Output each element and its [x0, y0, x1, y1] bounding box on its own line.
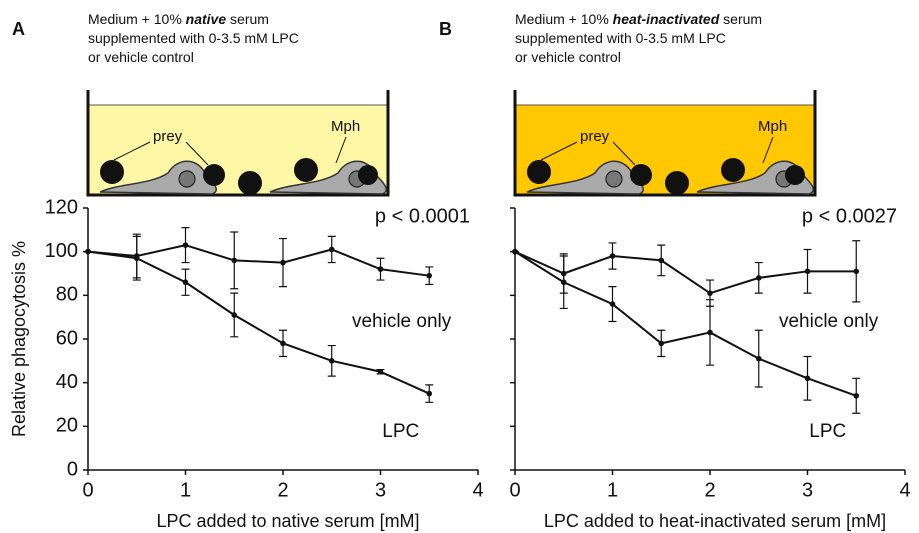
data-point	[707, 329, 713, 336]
data-point	[609, 253, 616, 259]
x-tick-label: 1	[607, 479, 618, 501]
nucleus	[178, 170, 196, 188]
x-tick-label: 1	[180, 479, 191, 501]
data-point	[328, 246, 335, 253]
x-tick-label: 2	[277, 479, 288, 501]
data-point	[512, 248, 518, 255]
y-tick-label: 0	[67, 458, 78, 480]
x-tick-label: 3	[802, 479, 813, 501]
description: or vehicle control	[88, 49, 194, 65]
description: supplemented with 0-3.5 mM LPC	[515, 30, 726, 46]
data-point	[280, 340, 286, 347]
y-tick-label: 40	[56, 371, 78, 393]
description-part: serum	[226, 11, 269, 27]
series-label: LPC	[809, 421, 846, 442]
series-label: vehicle only	[779, 311, 879, 332]
data-point	[377, 266, 384, 272]
prey-arrows	[540, 141, 636, 166]
data-point	[182, 242, 189, 248]
description-part: supplemented with 0-3.5 mM LPC	[515, 30, 726, 46]
panel-label: A	[12, 19, 25, 39]
prey-label: prey	[580, 128, 610, 145]
data-point	[804, 268, 811, 275]
panel-label: B	[439, 19, 452, 39]
data-point	[133, 255, 140, 262]
well	[513, 90, 817, 197]
data-point	[231, 257, 238, 264]
data-point	[426, 390, 433, 397]
description-part: Medium + 10%	[515, 11, 613, 27]
description: Medium + 10% native serum	[88, 11, 269, 27]
description-part: or vehicle control	[88, 49, 194, 65]
x-tick-label: 3	[375, 479, 386, 501]
description: or vehicle control	[515, 49, 621, 65]
y-axis-title: Relative phagocytosis %	[9, 241, 29, 437]
prey-cell	[630, 164, 652, 186]
data-point	[707, 290, 713, 296]
x-tick-label: 0	[509, 479, 520, 501]
mph-label: Mph	[331, 118, 360, 135]
series-line	[514, 250, 857, 397]
prey-label: prey	[153, 128, 183, 145]
prey-cell	[785, 165, 805, 185]
series-line	[87, 244, 430, 277]
y-tick-label: 60	[56, 327, 78, 349]
prey-cell	[100, 160, 124, 184]
well	[86, 90, 390, 197]
prey-cell	[358, 165, 378, 185]
prey-cell	[665, 171, 689, 195]
description: supplemented with 0-3.5 mM LPC	[88, 30, 299, 46]
prey-arrows	[113, 141, 209, 166]
data-point	[182, 279, 189, 286]
x-tick-label: 0	[82, 479, 93, 501]
data-point	[560, 279, 567, 286]
series-line	[87, 250, 430, 395]
x-tick-label: 4	[472, 479, 483, 501]
y-tick-label: 100	[45, 240, 78, 262]
data-point	[377, 368, 384, 375]
prey-cell	[238, 171, 262, 195]
data-point	[280, 259, 286, 266]
data-point	[658, 340, 665, 347]
data-point	[853, 268, 860, 275]
mph-label: Mph	[758, 118, 787, 135]
x-axis-title: LPC added to heat-inactivated serum [mM]	[544, 511, 886, 531]
y-tick-label: 120	[45, 196, 78, 218]
series-label: vehicle only	[352, 311, 452, 332]
prey-cell	[721, 158, 745, 182]
x-axis-title: LPC added to native serum [mM]	[156, 511, 419, 531]
y-tick-label: 20	[56, 415, 78, 437]
data-point	[231, 312, 238, 318]
description-part: Medium + 10%	[88, 11, 186, 27]
series-label: LPC	[382, 421, 419, 442]
description-part: serum	[719, 11, 762, 27]
mph-arrow	[762, 136, 774, 164]
data-point	[609, 301, 616, 307]
data-point	[658, 257, 665, 264]
nucleus	[605, 170, 623, 188]
p-value: p < 0.0027	[802, 205, 897, 227]
prey-cell	[203, 164, 225, 186]
x-tick-label: 2	[704, 479, 715, 501]
series-line	[514, 250, 857, 295]
description-part: or vehicle control	[515, 49, 621, 65]
prey-cell	[527, 160, 551, 184]
p-value: p < 0.0001	[375, 205, 470, 227]
data-point	[328, 358, 335, 364]
data-point	[755, 355, 762, 362]
description-part: heat-inactivated	[613, 11, 720, 27]
data-point	[755, 275, 762, 281]
description: Medium + 10% heat-inactivated serum	[515, 11, 762, 27]
data-point	[853, 392, 860, 399]
data-point	[804, 375, 811, 382]
mph-arrow	[335, 136, 347, 164]
description-part: native	[186, 11, 227, 27]
description-part: supplemented with 0-3.5 mM LPC	[88, 30, 299, 46]
x-tick-label: 4	[899, 479, 910, 501]
data-point	[85, 248, 91, 255]
data-point	[426, 272, 433, 279]
y-tick-label: 80	[56, 284, 78, 306]
prey-cell	[294, 158, 318, 182]
